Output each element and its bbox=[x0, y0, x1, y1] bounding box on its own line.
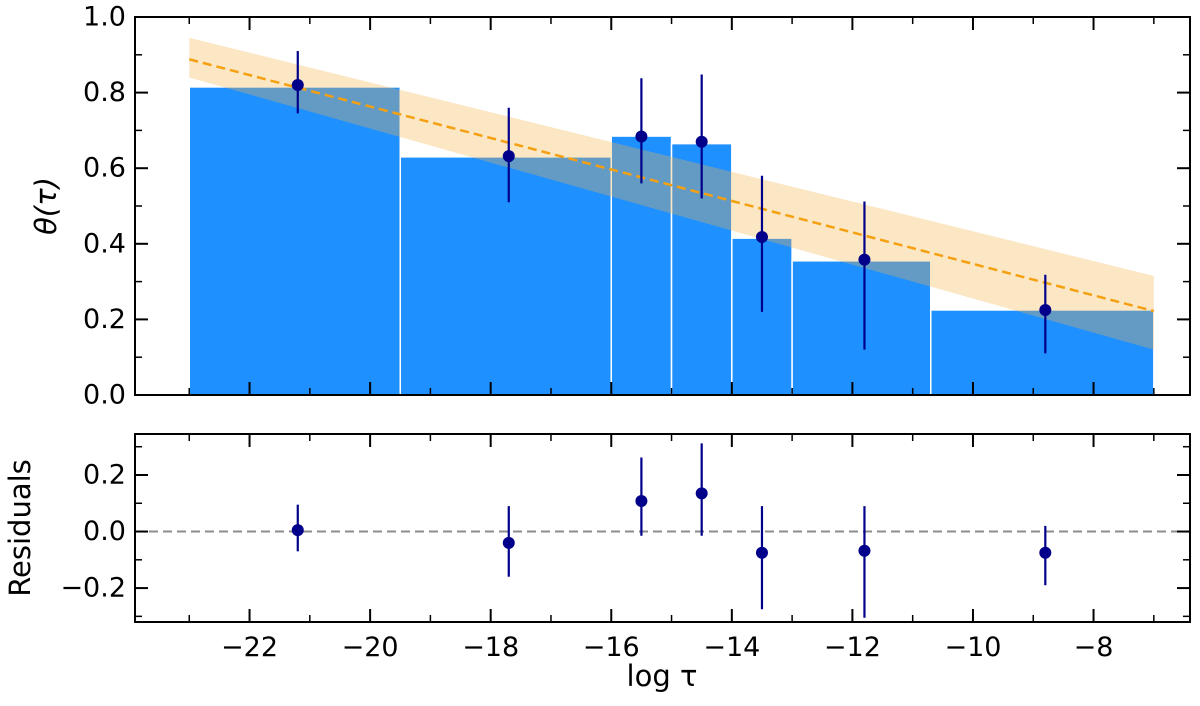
residuals-y-ticks: −0.2 0.0 0.2 bbox=[60, 459, 126, 603]
residual-point-5 bbox=[755, 546, 768, 559]
res-y-tick-label-3: 0.2 bbox=[83, 459, 126, 490]
x-ticks: −22 −20 −18 −16 −14 −12 −10 −8 bbox=[221, 632, 1113, 663]
residuals-panel: −0.2 0.0 0.2 −22 −20 −18 −16 −14 −12 −10 −8 Resid… bbox=[3, 433, 1191, 693]
residuals-axes bbox=[134, 433, 1191, 623]
main-y-tick-label-1: 0.0 bbox=[83, 380, 126, 411]
x-tick-label-2: −20 bbox=[342, 632, 399, 663]
res-y-tick-label-2: 0.0 bbox=[83, 516, 126, 547]
x-tick-label-8: −8 bbox=[1074, 632, 1114, 663]
main-y-tick-label-3: 0.4 bbox=[83, 228, 126, 259]
res-y-tick-label-1: −0.2 bbox=[60, 573, 126, 604]
residuals-axes-frame bbox=[134, 433, 1191, 623]
data-points bbox=[291, 51, 1052, 354]
x-axis-label: log τ bbox=[627, 659, 698, 693]
main-panel: 0.0 0.2 0.4 0.6 0.8 1.0 θ(τ) bbox=[29, 2, 1191, 411]
main-y-tick-label-6: 1.0 bbox=[83, 2, 126, 33]
main-axes bbox=[134, 16, 1191, 396]
main-y-tick-label-5: 0.8 bbox=[83, 77, 126, 108]
residual-point-1 bbox=[291, 524, 304, 537]
bar-2 bbox=[399, 156, 613, 395]
fit-band bbox=[189, 37, 1154, 350]
data-point-4 bbox=[695, 135, 708, 148]
residual-points bbox=[291, 443, 1052, 618]
main-y-tick-label-2: 0.2 bbox=[83, 304, 126, 335]
histogram-bars bbox=[188, 86, 1155, 395]
confidence-band bbox=[189, 37, 1154, 350]
x-tick-label-1: −22 bbox=[221, 632, 278, 663]
residual-point-2 bbox=[502, 536, 515, 549]
residual-point-4 bbox=[695, 487, 708, 500]
main-y-tick-label-4: 0.6 bbox=[83, 153, 126, 184]
x-tick-label-3: −18 bbox=[462, 632, 519, 663]
data-point-7 bbox=[1039, 303, 1052, 316]
main-y-ticks: 0.0 0.2 0.4 0.6 0.8 1.0 bbox=[83, 2, 126, 411]
x-tick-label-5: −14 bbox=[703, 632, 760, 663]
bar-7 bbox=[930, 309, 1155, 395]
residual-point-6 bbox=[858, 544, 871, 557]
bar-1 bbox=[188, 86, 402, 395]
fit-line-group bbox=[188, 58, 1155, 313]
residual-point-7 bbox=[1039, 546, 1052, 559]
residuals-y-axis-label: Residuals bbox=[3, 459, 37, 597]
main-y-axis-label: θ(τ) bbox=[29, 177, 63, 235]
data-point-1 bbox=[291, 79, 304, 92]
x-tick-label-6: −12 bbox=[824, 632, 881, 663]
data-point-2 bbox=[502, 150, 515, 163]
fit-line bbox=[188, 58, 1155, 313]
data-point-5 bbox=[755, 230, 768, 243]
x-tick-label-4: −16 bbox=[583, 632, 640, 663]
data-point-6 bbox=[858, 253, 871, 266]
data-point-3 bbox=[635, 130, 648, 143]
residual-point-3 bbox=[635, 495, 648, 508]
x-tick-label-7: −10 bbox=[944, 632, 1001, 663]
bar-6 bbox=[791, 260, 932, 395]
